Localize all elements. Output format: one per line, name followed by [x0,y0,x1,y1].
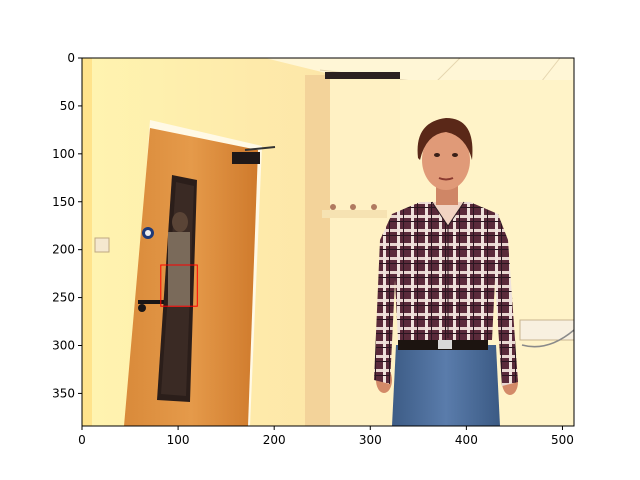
y-tick-label: 100 [52,147,75,161]
x-tick-label: 400 [455,433,478,447]
y-tick-label: 250 [52,291,75,305]
y-axis: 0 50 100 150 200 250 300 350 [52,51,82,400]
y-tick-label: 350 [52,386,75,400]
axes-frame [81,57,575,427]
y-tick-label: 50 [60,99,75,113]
x-axis: 0 100 200 300 400 500 [78,426,574,447]
person [374,118,518,426]
y-tick-label: 0 [67,51,75,65]
y-tick-label: 150 [52,195,75,209]
annotation-box [160,264,198,307]
x-tick-label: 500 [551,433,574,447]
door [124,128,276,426]
coat-hooks [322,204,387,218]
x-tick-label: 200 [263,433,286,447]
y-tick-label: 300 [52,339,75,353]
x-tick-label: 0 [78,433,86,447]
photo [82,58,574,426]
x-tick-label: 100 [167,433,190,447]
y-tick-label: 200 [52,243,75,257]
x-tick-label: 300 [359,433,382,447]
